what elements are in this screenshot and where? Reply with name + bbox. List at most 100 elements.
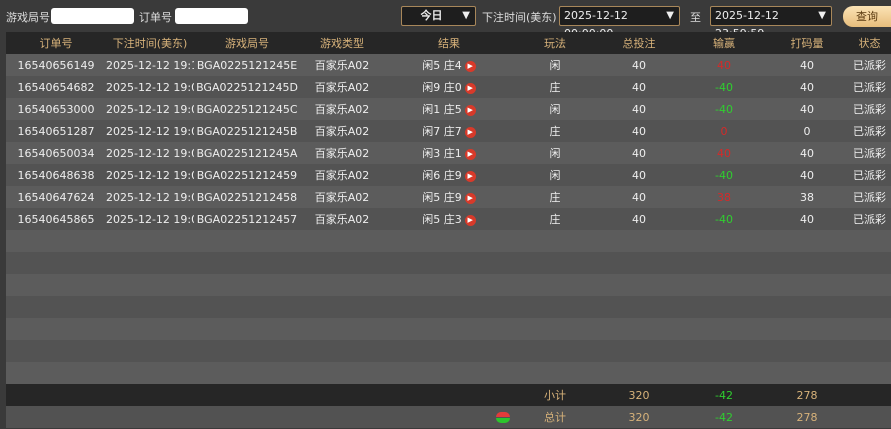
play-video-icon[interactable]: ▶ [464,170,476,182]
cell-value: 闲5 庄9 [422,191,462,204]
chevron-down-icon: ▼ [818,10,826,21]
cell-value: BGA0225121245C [196,102,298,116]
cell: 百家乐A02 [300,164,384,186]
cell-value: 40 [632,168,646,182]
cell: 2025-12-12 19:04 [106,208,194,230]
cell-value: 40 [632,124,646,138]
cell: 庄 [514,120,596,142]
cell-value: 闲 [549,169,561,182]
cell-value: 16540651287 [17,124,95,138]
cell-value: 40 [800,102,814,116]
game-round-input[interactable] [51,8,134,24]
subtotal-valid: 278 [796,388,818,402]
period-select[interactable]: 今日 ▼ [401,6,476,26]
refresh-icon[interactable] [496,411,510,424]
column-header: 下注时间(美东) [106,32,194,54]
cell-value: BGA0225121245D [196,80,298,94]
cell: 闲 [514,98,596,120]
cell: 40 [766,164,848,186]
cell-value: 百家乐A02 [314,81,370,94]
table-row: 16540656149 2025-12-12 19:10BGA0225121245… [6,54,891,76]
filter-bar: 游戏局号 订单号 今日 ▼ 下注时间(美东) 2025-12-12 00:00:0… [0,0,891,40]
cell-value: 闲6 庄9 [422,169,462,182]
cell: 2025-12-12 19:06 [106,164,194,186]
empty-row [6,230,891,252]
cell: 闲3 庄1 ▶ [384,142,514,164]
cell: 2025-12-12 19:10 [106,54,194,76]
cell-value: 40 [632,80,646,94]
empty-row [6,318,891,340]
start-time-select[interactable]: 2025-12-12 00:00:00▼ [559,6,680,40]
cell-value: 2025-12-12 19:08 [106,102,194,116]
cell: 40 [766,76,848,98]
cell: 0 [682,120,766,142]
cell-value: 2025-12-12 19:04 [106,212,194,226]
cell: 已派彩 [848,186,891,208]
cell: 百家乐A02 [300,142,384,164]
total-label: 总计 [544,411,566,424]
cell-value: 2025-12-12 19:07 [106,146,194,160]
cell: 百家乐A02 [300,76,384,98]
cell-value: BGA0225121245B [196,124,298,138]
column-header: 游戏局号 [194,32,300,54]
cell-value: BGA0225121245A [196,146,298,160]
subtotal-label: 小计 [544,389,566,402]
cell-value: 百家乐A02 [314,147,370,160]
cell-value: 已派彩 [853,191,886,204]
cell-value: 0 [720,124,728,138]
cell-value: 0 [803,124,811,138]
cell-value: 40 [800,80,814,94]
play-video-icon[interactable]: ▶ [464,192,476,204]
cell: 40 [682,54,766,76]
cell: 闲1 庄5 ▶ [384,98,514,120]
cell: 已派彩 [848,164,891,186]
cell: 16540656149 [6,54,106,76]
to-label: 至 [690,11,701,24]
cell: BGA0225121245B [194,120,300,142]
cell: 闲5 庄4 ▶ [384,54,514,76]
bet-records-table: 订单号 下注时间(美东) 游戏局号 游戏类型 结果 玩法 总投注 输赢 打码量 状态 165406… [6,32,891,428]
play-video-icon[interactable]: ▶ [464,214,476,226]
cell: 百家乐A02 [300,208,384,230]
cell-value: 闲 [549,59,561,72]
cell-value: 40 [717,146,731,160]
cell-value: 2025-12-12 19:05 [106,190,194,204]
cell-value: 16540647624 [17,190,95,204]
cell-value: 16540654682 [17,80,95,94]
table-row: 16540650034 2025-12-12 19:07BGA0225121245… [6,142,891,164]
cell-value: -40 [715,102,733,116]
cell: 40 [682,142,766,164]
play-video-icon[interactable]: ▶ [464,82,476,94]
play-video-icon[interactable]: ▶ [464,148,476,160]
subtotal-bet: 320 [628,388,650,402]
cell-value: BGA02251212458 [196,190,298,204]
cell: 40 [766,98,848,120]
cell: 40 [596,142,682,164]
cell: 百家乐A02 [300,98,384,120]
cell-value: 38 [800,190,814,204]
play-video-icon[interactable]: ▶ [464,60,476,72]
query-button[interactable]: 查询 [843,6,891,27]
play-video-icon[interactable]: ▶ [464,126,476,138]
play-video-icon[interactable]: ▶ [464,104,476,116]
cell: 40 [596,54,682,76]
table-header: 订单号 下注时间(美东) 游戏局号 游戏类型 结果 玩法 总投注 输赢 打码量 状态 [6,32,891,54]
empty-row [6,362,891,384]
cell: -40 [682,208,766,230]
cell-value: 闲7 庄7 [422,125,462,138]
period-value: 今日 [420,9,443,22]
cell: 40 [596,98,682,120]
column-header: 订单号 [6,32,106,54]
cell-value: 百家乐A02 [314,59,370,72]
empty-row [6,252,891,274]
cell: 庄 [514,208,596,230]
cell: 庄 [514,76,596,98]
table-row: 16540654682 2025-12-12 19:09BGA0225121245… [6,76,891,98]
order-input[interactable] [175,8,248,24]
subtotal-row: 小计 320 -42 278 [6,384,891,406]
cell: BGA0225121245E [194,54,300,76]
cell-value: 16540650034 [17,146,95,160]
cell: 40 [596,76,682,98]
end-time-select[interactable]: 2025-12-12 23:59:59▼ [710,6,832,40]
cell-value: 庄 [549,191,561,204]
